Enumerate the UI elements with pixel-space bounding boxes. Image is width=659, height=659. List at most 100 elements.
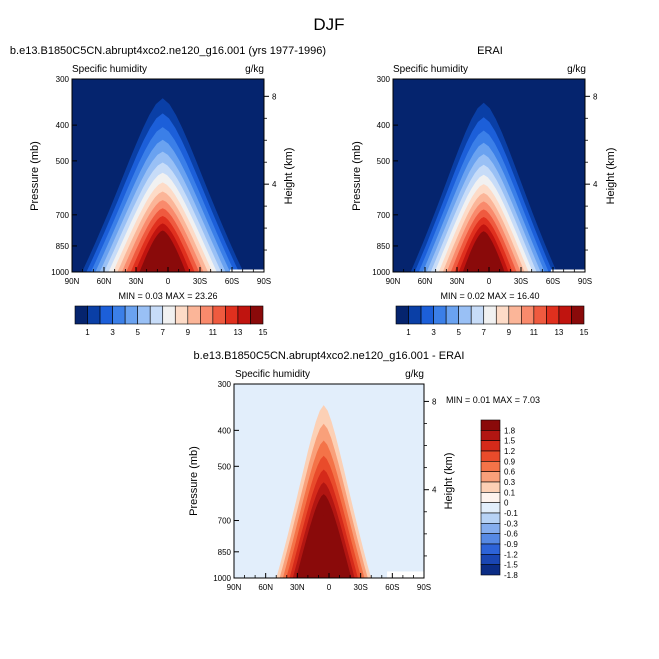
- colorbar-swatch: [480, 564, 501, 576]
- difference-axes: 90N 60N 30N 0 30S 60S 90S 300 400 500 700 850 1000 8 4: [213, 380, 437, 592]
- colorbar-label: 11: [530, 328, 539, 337]
- colorbar-label: 15: [259, 328, 268, 337]
- colorbar-swatch: [99, 305, 113, 325]
- colorbar-label: 1.5: [504, 437, 516, 446]
- colorbar-swatch: [162, 305, 176, 325]
- colorbar-label: -0.6: [504, 530, 518, 539]
- colorbar-swatch: [237, 305, 251, 325]
- height-tick-label: 8: [432, 397, 437, 406]
- model-colorbar: 1 3 5 7 9 11 13 15: [74, 305, 268, 337]
- colorbar-label: -1.2: [504, 550, 518, 559]
- erai-variable-label: Specific humidity: [393, 64, 468, 75]
- contour-level-14: [462, 231, 505, 272]
- colorbar-swatch: [533, 305, 547, 325]
- difference-minmax-label: MIN = 0.01 MAX = 7.03: [446, 395, 540, 405]
- model-minmax-label: MIN = 0.03 MAX = 23.26: [118, 291, 217, 301]
- colorbar-label: 13: [233, 328, 242, 337]
- x-tick-label: 30N: [450, 277, 465, 286]
- model-units-label: g/kg: [245, 64, 264, 75]
- model-variable-label: Specific humidity: [72, 64, 147, 75]
- y-tick-label: 300: [377, 75, 391, 84]
- colorbar-swatch: [149, 305, 164, 325]
- colorbar-swatch: [200, 305, 214, 325]
- model-axes: 90N 60N 30N 0 30S 60S 90S 300 400 500 700 850 1000 8 4: [51, 75, 277, 286]
- missing-data-patch: [550, 269, 585, 272]
- colorbar-swatch: [480, 512, 501, 524]
- difference-ylabel: Pressure (mb): [188, 446, 200, 516]
- height-tick-label: 4: [272, 180, 277, 189]
- colorbar-label: -0.3: [504, 519, 518, 528]
- missing-data-patch: [387, 571, 424, 578]
- colorbar-label: 7: [482, 328, 487, 337]
- colorbar-swatch: [480, 419, 501, 431]
- colorbar-swatch: [521, 305, 535, 325]
- x-tick-label: 30S: [193, 277, 207, 286]
- colorbar-swatch: [445, 305, 459, 325]
- model-contour-plot: [72, 79, 264, 273]
- y-tick-label: 500: [218, 462, 232, 471]
- colorbar-swatch: [433, 305, 447, 325]
- erai-ylabel-right: Height (km): [605, 148, 617, 205]
- erai-units-label: g/kg: [567, 64, 586, 75]
- colorbar-label: 0.9: [504, 457, 516, 466]
- colorbar-swatch: [480, 430, 501, 441]
- difference-units-label: g/kg: [405, 369, 424, 380]
- erai-minmax-label: MIN = 0.02 MAX = 16.40: [440, 291, 539, 301]
- contour-level-14: [139, 230, 186, 272]
- x-tick-label: 0: [487, 277, 492, 286]
- colorbar-swatch: [187, 305, 201, 325]
- colorbar-swatch: [480, 492, 501, 503]
- colorbar-swatch: [480, 450, 501, 462]
- x-tick-label: 90N: [227, 583, 242, 592]
- height-tick-label: 8: [593, 92, 598, 101]
- colorbar-label: 1: [85, 328, 90, 337]
- y-tick-label: 850: [218, 548, 232, 557]
- y-tick-label: 700: [377, 211, 391, 220]
- colorbar-swatch: [483, 305, 497, 325]
- colorbar-swatch: [480, 533, 501, 545]
- x-tick-label: 60N: [97, 277, 112, 286]
- model-panel-title: b.e13.B1850C5CN.abrupt4xco2.ne120_g16.00…: [10, 45, 326, 57]
- difference-panel-title: b.e13.B1850C5CN.abrupt4xco2.ne120_g16.00…: [194, 350, 465, 362]
- x-tick-label: 90S: [417, 583, 431, 592]
- difference-variable-label: Specific humidity: [235, 369, 310, 380]
- height-tick-label: 4: [593, 180, 598, 189]
- colorbar-label: 1: [406, 328, 411, 337]
- erai-panel: ERAI Specific humidity g/kg 90N 60N 30N 0 30…: [351, 45, 617, 337]
- colorbar-label: 0: [504, 499, 509, 508]
- colorbar-swatch: [137, 305, 151, 325]
- colorbar-swatch: [225, 305, 239, 325]
- colorbar-swatch: [558, 305, 572, 325]
- x-tick-label: 60S: [385, 583, 399, 592]
- difference-ylabel-right: Height (km): [443, 453, 455, 510]
- colorbar-swatch: [174, 305, 189, 325]
- difference-contour-plot: [234, 384, 424, 578]
- height-tick-label: 8: [272, 92, 277, 101]
- colorbar-swatch: [74, 305, 88, 325]
- missing-data-patch: [229, 269, 264, 272]
- colorbar-label: -1.8: [504, 571, 518, 580]
- x-tick-label: 30N: [290, 583, 305, 592]
- y-tick-label: 850: [377, 242, 391, 251]
- y-tick-label: 400: [218, 426, 232, 435]
- colorbar-swatch: [212, 305, 226, 325]
- colorbar-label: 9: [507, 328, 512, 337]
- y-tick-label: 500: [377, 157, 391, 166]
- x-tick-label: 60N: [418, 277, 433, 286]
- y-tick-label: 1000: [213, 574, 231, 583]
- y-tick-label: 700: [56, 211, 70, 220]
- colorbar-swatch: [480, 554, 501, 565]
- height-tick-label: 4: [432, 486, 437, 495]
- colorbar-swatch: [508, 305, 522, 325]
- colorbar-swatch: [480, 543, 501, 555]
- colorbar-swatch: [480, 502, 501, 514]
- colorbar-label: 13: [554, 328, 563, 337]
- colorbar-label: -0.1: [504, 509, 518, 518]
- colorbar-swatch: [458, 305, 472, 325]
- colorbar-swatch: [112, 305, 126, 325]
- y-tick-label: 850: [56, 242, 70, 251]
- colorbar-label: 1.8: [504, 426, 516, 435]
- model-ylabel: Pressure (mb): [29, 141, 41, 211]
- colorbar-label: 0.1: [504, 488, 516, 497]
- colorbar-label: 5: [456, 328, 461, 337]
